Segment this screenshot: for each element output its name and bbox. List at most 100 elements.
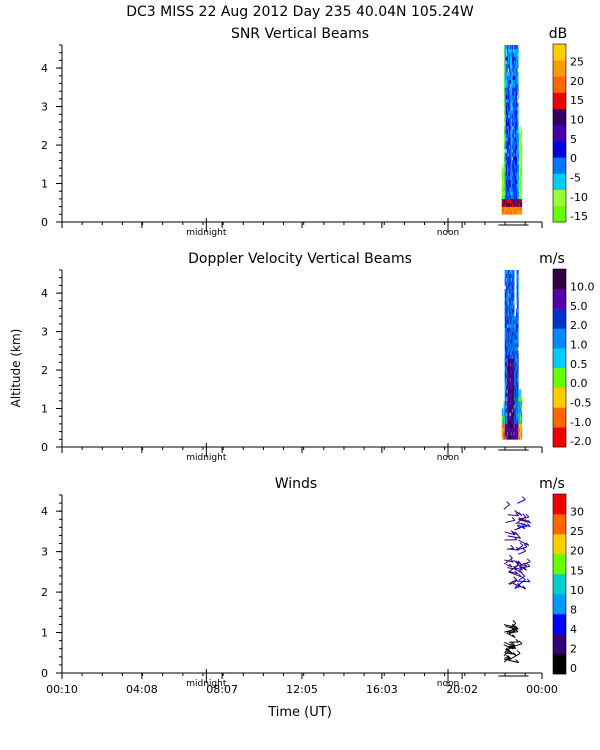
velocity-cell	[517, 308, 519, 313]
velocity-cell	[516, 343, 518, 348]
velocity-cell	[514, 331, 516, 336]
snr-cell	[511, 183, 513, 188]
snr-cell	[506, 114, 508, 119]
velocity-cell	[515, 354, 517, 359]
velocity-cell	[518, 396, 520, 402]
snr-cell	[515, 179, 517, 184]
velocity-cell	[508, 416, 510, 421]
velocity-cell	[505, 381, 507, 386]
velocity-cell	[517, 373, 519, 379]
snr-cell	[504, 152, 505, 157]
velocity-cell	[514, 416, 516, 421]
snr-cell	[518, 141, 520, 146]
y-tick-label: 1	[41, 627, 48, 640]
velocity-cell	[508, 404, 510, 409]
velocity-cell	[508, 385, 510, 390]
velocity-cell	[505, 362, 507, 367]
snr-cell	[505, 168, 507, 173]
velocity-cell	[517, 277, 519, 282]
velocity-cell	[512, 423, 514, 429]
velocity-cell	[508, 273, 510, 278]
velocity-cell	[510, 296, 512, 302]
snr-cell	[520, 156, 522, 161]
snr-cell	[508, 210, 510, 215]
velocity-cell	[509, 377, 511, 382]
snr-cell	[510, 168, 511, 173]
snr-cell	[512, 152, 514, 157]
velocity-cell	[509, 312, 511, 317]
snr-cell	[516, 106, 518, 111]
velocity-cell	[511, 423, 513, 429]
snr-cell	[508, 187, 510, 192]
velocity-cell	[511, 346, 513, 352]
snr-cell	[504, 183, 506, 188]
velocity-cell	[510, 404, 511, 409]
snr-cell	[504, 95, 505, 100]
velocity-cell	[513, 335, 515, 340]
snr-cell	[511, 98, 513, 104]
velocity-cell	[510, 400, 512, 405]
wind-barb-flag	[518, 569, 523, 574]
velocity-cell	[512, 300, 514, 305]
snr-cell	[517, 87, 519, 92]
snr-cell	[520, 210, 522, 215]
snr-cell	[505, 175, 507, 180]
snr-cell	[511, 71, 513, 77]
velocity-cell	[521, 423, 523, 429]
snr-cell	[505, 210, 507, 215]
velocity-cell	[511, 350, 513, 355]
snr-cell	[515, 121, 517, 127]
snr-cell	[514, 168, 516, 173]
snr-cell	[505, 141, 507, 146]
snr-cell	[508, 171, 510, 177]
snr-cell	[514, 175, 516, 180]
snr-cell	[511, 187, 513, 192]
velocity-cell	[507, 400, 508, 405]
snr-cell	[519, 148, 521, 154]
snr-cell	[501, 171, 503, 177]
velocity-cell	[517, 389, 519, 394]
velocity-cell	[507, 377, 508, 382]
snr-cell	[511, 137, 513, 142]
velocity-cell	[504, 416, 506, 421]
velocity-cell	[514, 435, 516, 440]
snr-cell	[508, 60, 510, 65]
snr-cell	[502, 191, 504, 196]
velocity-cell	[520, 396, 522, 402]
velocity-cell	[511, 273, 513, 278]
snr-cell	[512, 175, 514, 180]
snr-cell	[502, 198, 504, 204]
velocity-cell	[506, 320, 508, 325]
velocity-cell	[517, 435, 519, 440]
velocity-cell	[505, 304, 507, 309]
snr-cell	[507, 79, 509, 84]
velocity-cell	[504, 331, 506, 336]
snr-cell	[505, 56, 507, 61]
velocity-cell	[512, 335, 514, 340]
velocity-cell	[505, 377, 507, 382]
velocity-cell	[517, 362, 519, 367]
snr-cell	[509, 164, 511, 169]
colorbar-swatch	[553, 554, 566, 575]
snr-cell	[515, 195, 517, 200]
wind-barb-flag	[517, 582, 521, 587]
velocity-cell	[510, 346, 512, 352]
snr-cell	[509, 95, 511, 100]
snr-cell	[520, 171, 521, 177]
snr-cell	[517, 179, 519, 184]
velocity-cell	[518, 427, 520, 432]
snr-cell	[507, 206, 508, 211]
snr-cell	[504, 210, 506, 215]
velocity-cell	[518, 404, 520, 409]
snr-cell	[511, 48, 513, 53]
snr-cell	[507, 168, 509, 173]
snr-cell	[517, 171, 519, 177]
snr-cell	[514, 91, 516, 96]
snr-cell	[515, 168, 517, 173]
snr-cell	[507, 191, 509, 196]
velocity-cell	[502, 412, 504, 417]
velocity-cell	[511, 412, 513, 417]
snr-cell	[515, 125, 517, 130]
snr-cell	[511, 152, 513, 157]
